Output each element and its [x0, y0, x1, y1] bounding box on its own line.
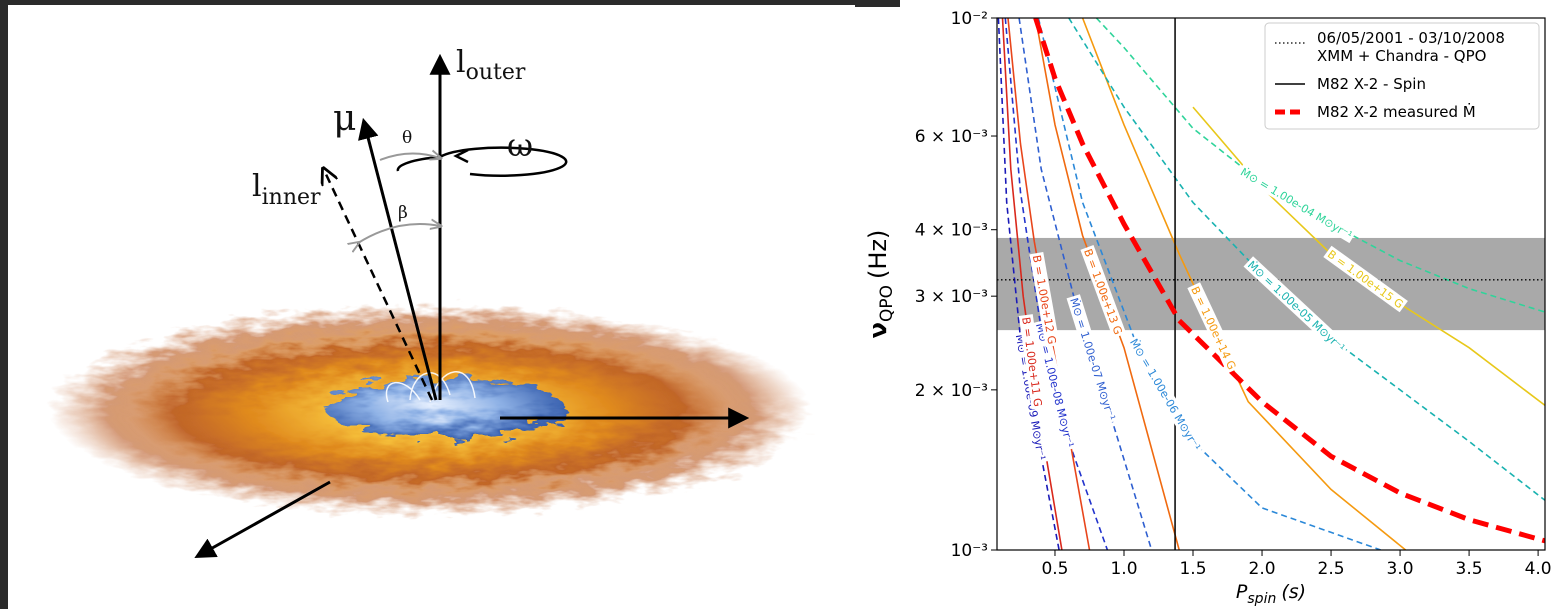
curve-label-bg	[1080, 244, 1127, 339]
beta-arc	[358, 224, 440, 243]
l-outer-label: louter	[456, 45, 526, 85]
mu-arrow	[358, 117, 438, 401]
y-tick-label: 10⁻²	[951, 9, 988, 29]
frame-top	[0, 0, 855, 5]
x-tick-label: 1.0	[1110, 559, 1137, 579]
curve-label-bg	[1236, 163, 1357, 244]
l-inner-arrow	[324, 170, 434, 401]
curve-label-bg	[1125, 334, 1205, 455]
x-tick-label: 2.5	[1318, 559, 1345, 579]
legend-text: M82 X-2 - Spin	[1317, 75, 1426, 93]
frame-tab	[855, 0, 900, 7]
x-label-unit: (s)	[1281, 581, 1306, 603]
legend-text: M82 X-2 measured Ṁ	[1317, 102, 1476, 121]
l-inner-sub: inner	[262, 185, 321, 210]
curve-label-group: Ṁ⊙ = 1.00e-04 M⊙yr⁻¹	[1236, 163, 1357, 244]
illustration: louter μ ω θ β linner	[50, 45, 810, 559]
l-inner-main: l	[252, 169, 262, 204]
curve-label-bg	[1018, 314, 1046, 410]
model-curve	[1037, 18, 1381, 550]
series-line	[1033, 18, 1545, 544]
model-curve	[1001, 18, 1063, 550]
beta-label: β	[398, 203, 408, 223]
curve-label-bg	[1032, 319, 1078, 451]
y-label-unit: (Hz)	[864, 230, 892, 279]
y-axis-label: νQPO (Hz)	[864, 230, 897, 339]
l-outer-main: l	[456, 45, 466, 80]
curve-label-bg	[1187, 282, 1241, 374]
model-curve	[1034, 18, 1180, 550]
x-label-sub: spin	[1247, 591, 1276, 607]
omega-label: ω	[507, 126, 533, 164]
y-tick-label: 2 × 10⁻³	[915, 381, 988, 401]
curve-label-bg	[1243, 256, 1350, 357]
curve-label-bg	[1323, 245, 1408, 313]
x-tick-label: 3.0	[1387, 559, 1414, 579]
x-tick-label: 2.0	[1249, 559, 1276, 579]
y-tick-label: 4 × 10⁻³	[915, 221, 988, 241]
x-label-main: P	[1236, 581, 1248, 603]
curve-label-group: Ṁ⊙ = 1.00e-06 M⊙yr⁻¹	[1125, 334, 1205, 455]
legend-box	[1264, 22, 1540, 130]
y-label-main: ν	[864, 322, 892, 338]
axes-frame	[996, 17, 1546, 551]
x-tick-label: 4.0	[1525, 559, 1552, 579]
frame-left	[0, 0, 8, 609]
l-outer-sub: outer	[466, 60, 526, 85]
curve-label-bg	[1066, 294, 1120, 424]
y-tick-label: 6 × 10⁻³	[915, 127, 988, 147]
legend-text: XMM + Chandra - QPO	[1317, 47, 1486, 65]
omega-arrow	[453, 148, 469, 164]
l-inner-label: linner	[252, 169, 321, 210]
curve-label-bg	[1029, 251, 1060, 348]
y-label-sub: QPO	[877, 285, 897, 322]
y-tick-label: 10⁻³	[951, 541, 988, 561]
theta-arc	[379, 153, 440, 161]
x-axis-label: Pspin (s)	[1236, 581, 1306, 607]
x-tick-label: 0.5	[1041, 559, 1068, 579]
x-tick-label: 1.5	[1179, 559, 1206, 579]
curve-label: Ṁ⊙ = 1.00e-06 M⊙yr⁻¹	[1127, 337, 1203, 454]
chart: Ṁ⊙ = 1.00e-09 M⊙yr⁻¹B = 1.00e+11 GṀ⊙ = 1…	[864, 9, 1552, 607]
theta-label: θ	[402, 128, 412, 148]
legend-text: 06/05/2001 - 03/10/2008	[1317, 29, 1505, 47]
omega-loop	[396, 146, 568, 177]
x-tick-label: 3.5	[1456, 559, 1483, 579]
curve-label: Ṁ⊙ = 1.00e-04 M⊙yr⁻¹	[1238, 166, 1354, 243]
accretor	[325, 378, 565, 438]
mu-label: μ	[333, 98, 356, 139]
model-curve	[1068, 18, 1545, 501]
y-tick-label: 3 × 10⁻³	[915, 287, 988, 307]
disk-arrow-front	[194, 480, 331, 559]
